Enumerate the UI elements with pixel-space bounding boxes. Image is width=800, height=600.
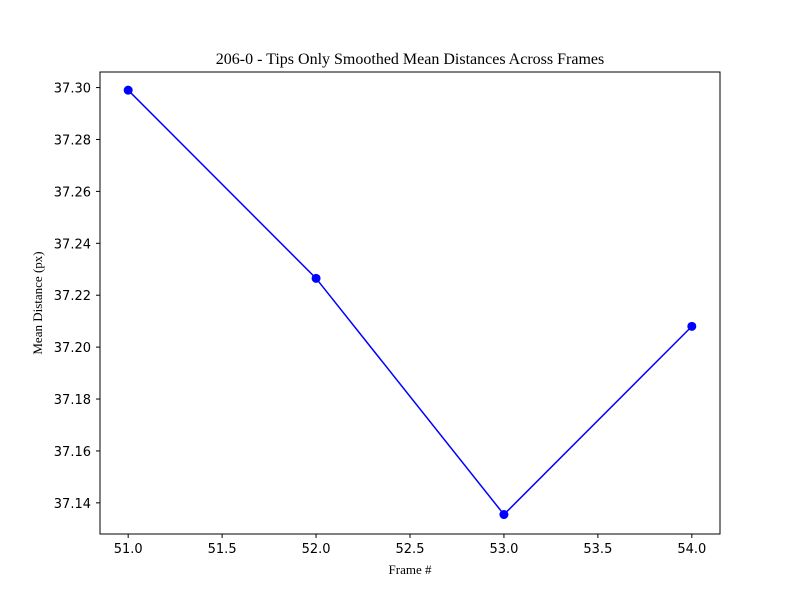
data-point [311,273,321,283]
y-axis-label: Mean Distance (px) [30,251,45,354]
chart-title: 206-0 - Tips Only Smoothed Mean Distance… [216,51,604,68]
x-tick-label: 52.0 [302,542,331,557]
series-layer [123,85,697,520]
x-tick-label: 51.5 [208,542,237,557]
x-tick-label: 53.0 [489,542,518,557]
y-tick-label: 37.14 [54,497,91,512]
data-point [123,85,133,95]
x-tick-label: 51.0 [114,542,143,557]
y-tick-label: 37.28 [54,133,91,148]
series-line [127,89,693,516]
x-axis-label: Frame # [389,562,432,577]
x-tick-label: 52.5 [396,542,425,557]
y-tick-label: 37.24 [54,237,91,252]
y-tick-label: 37.30 [54,82,91,97]
y-axis: 37.14 37.16 37.18 37.20 37.22 37.24 37.26 37.28… [54,82,100,512]
y-tick-label: 37.16 [54,445,91,460]
y-tick-label: 37.18 [54,393,91,408]
y-tick-label: 37.26 [54,185,91,200]
x-tick-label: 53.5 [583,542,612,557]
y-tick-label: 37.22 [54,289,91,304]
data-point [499,510,509,520]
x-tick-label: 54.0 [677,542,706,557]
y-tick-label: 37.20 [54,341,91,356]
x-axis: 51.0 51.5 52.0 52.5 53.0 53.5 54.0 [114,534,706,557]
data-point [687,321,697,331]
